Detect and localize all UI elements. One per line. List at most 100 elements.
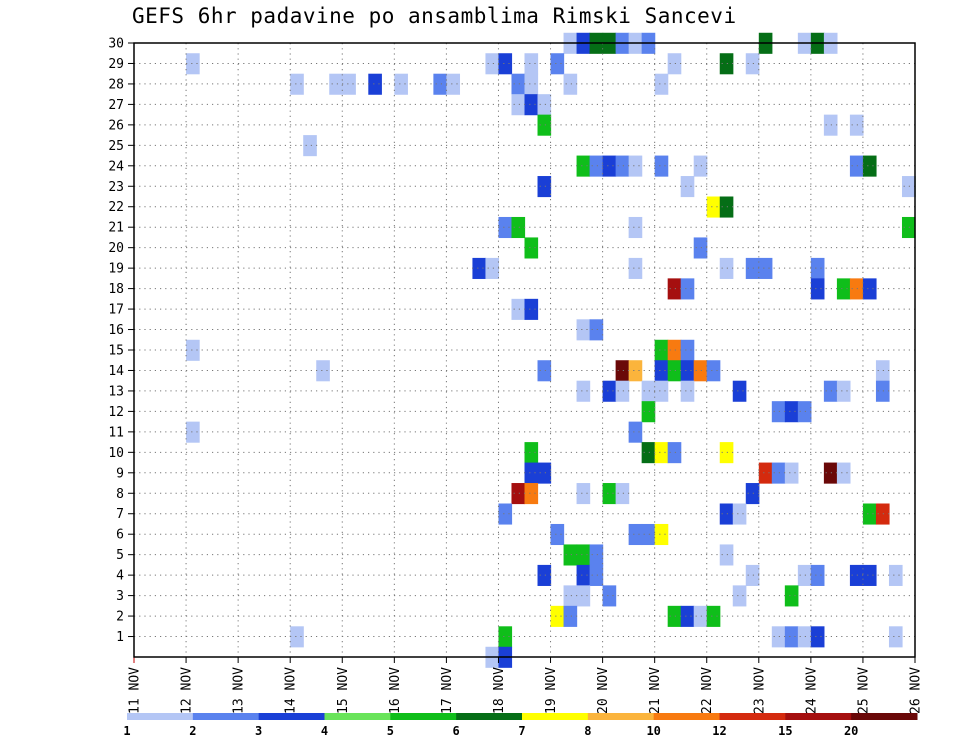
y-tick-label: 3 <box>116 589 124 604</box>
heatmap-cell <box>602 585 617 607</box>
heatmap-cell <box>823 462 838 484</box>
heatmap-cell <box>524 237 539 259</box>
y-tick-label: 13 <box>108 384 124 399</box>
heatmap-cell <box>485 53 500 75</box>
heatmap-cell <box>771 462 786 484</box>
heatmap-cell <box>641 523 656 546</box>
heatmap-cell <box>758 257 773 279</box>
legend-swatch <box>851 713 918 720</box>
heatmap-cell <box>667 339 682 361</box>
heatmap-cell <box>901 176 916 198</box>
heatmap-cell <box>849 278 864 300</box>
heatmap-cell <box>810 626 825 648</box>
legend-label: 3 <box>255 724 262 738</box>
legend-label: 7 <box>518 724 525 738</box>
x-tick-label: 24 NOV <box>804 667 819 714</box>
x-tick-label: 21 NOV <box>648 667 663 714</box>
heatmap-cell <box>186 339 200 361</box>
heatmap-cell <box>628 523 643 546</box>
heatmap-cell <box>797 626 812 648</box>
heatmap-cell <box>667 442 682 464</box>
x-tick-label: 16 NOV <box>388 667 403 714</box>
heatmap-cell <box>394 73 408 95</box>
y-tick-label: 19 <box>108 262 124 277</box>
heatmap-cell <box>641 380 656 402</box>
heatmap-cell <box>836 278 851 300</box>
legend-swatch <box>785 713 852 720</box>
heatmap-cell <box>680 176 695 198</box>
heatmap-cell <box>576 319 591 341</box>
x-tick-label: 13 NOV <box>232 667 247 714</box>
heatmap-cell <box>693 237 708 259</box>
x-tick-label: 14 NOV <box>284 667 299 714</box>
heatmap-cell <box>615 360 630 382</box>
heatmap-cell <box>628 421 643 443</box>
heatmap-cell <box>784 626 799 648</box>
x-tick-label: 22 NOV <box>700 667 715 714</box>
heatmap-cell <box>511 73 526 95</box>
heatmap-cell <box>602 380 617 402</box>
heatmap-cell <box>758 462 773 484</box>
heatmap-cell <box>537 564 552 586</box>
heatmap-cell <box>719 53 734 75</box>
heatmap-cell <box>563 585 578 607</box>
heatmap-cell <box>849 114 864 136</box>
y-tick-label: 9 <box>116 466 124 481</box>
heatmap-cell <box>654 339 669 361</box>
heatmap-cell <box>732 585 747 607</box>
color-legend: 1 2 3 4 5 6 7 8 10 12 15 20 <box>123 713 918 738</box>
legend-label: 12 <box>712 724 726 738</box>
heatmap-cell <box>836 380 851 402</box>
heatmap-cell <box>719 257 734 279</box>
heatmap-cell <box>589 155 604 177</box>
y-tick-label: 28 <box>108 77 124 92</box>
legend-swatch <box>324 713 391 720</box>
y-tick-label: 10 <box>108 446 124 461</box>
heatmap-cell <box>654 73 669 95</box>
heatmap-cell <box>615 155 630 177</box>
heatmap-cell <box>433 73 447 95</box>
heatmap-cell <box>797 401 812 423</box>
legend-swatch <box>456 713 523 720</box>
heatmap-cell <box>524 94 539 116</box>
heatmap-cell <box>576 544 591 566</box>
x-tick-label: 23 NOV <box>752 667 767 714</box>
y-tick-label: 17 <box>108 303 124 318</box>
y-tick-label: 27 <box>108 98 124 113</box>
heatmap-cell <box>524 462 539 484</box>
legend-label: 8 <box>584 724 591 738</box>
heatmap-cell <box>680 380 695 402</box>
heatmap-cell <box>810 257 825 279</box>
y-tick-label: 4 <box>116 569 124 584</box>
heatmap-cell <box>745 257 760 279</box>
heatmap-cell <box>875 360 890 382</box>
heatmap-cell <box>498 503 513 525</box>
heatmap-cell <box>706 605 721 627</box>
heatmap-cell <box>849 564 864 586</box>
heatmap-cell <box>589 544 604 566</box>
heatmap-cell <box>537 360 552 382</box>
heatmap-cell <box>719 442 734 464</box>
heatmap-cell <box>680 360 695 382</box>
heatmap-cell <box>862 155 877 177</box>
heatmap-cell <box>836 462 851 484</box>
y-tick-label: 29 <box>108 57 124 72</box>
heatmap-cell <box>745 53 760 75</box>
heatmap-cell <box>680 339 695 361</box>
heatmap-cell <box>641 401 656 423</box>
heatmap-cell <box>784 462 799 484</box>
heatmap-cell <box>862 503 877 525</box>
heatmap-cell <box>576 483 591 505</box>
heatmap-cell <box>615 483 630 505</box>
heatmap-cell <box>563 73 578 95</box>
heatmap-cell <box>823 380 838 402</box>
heatmap-cell <box>875 380 890 402</box>
heatmap-cell <box>563 605 578 627</box>
heatmap-cell <box>719 503 734 525</box>
heatmap-cell <box>589 319 604 341</box>
heatmap-cell <box>862 278 877 300</box>
heatmap-cell <box>654 155 669 177</box>
heatmap-cell <box>511 94 526 116</box>
heatmap-cell <box>316 360 330 382</box>
heatmap-cell <box>602 483 617 505</box>
